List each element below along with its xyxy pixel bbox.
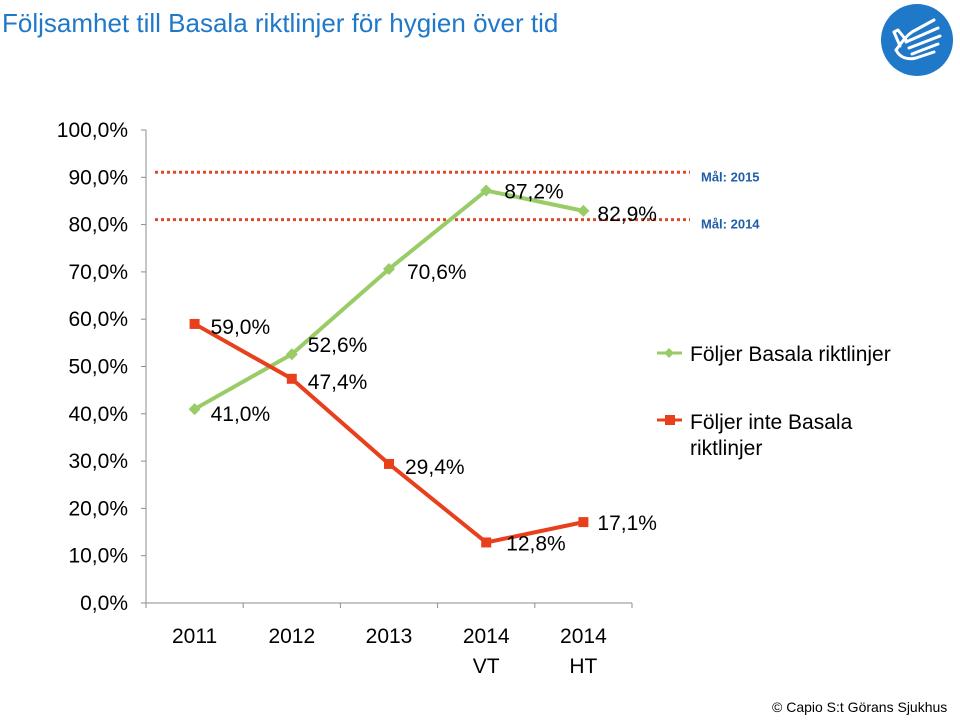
- x-tick-label: VT: [473, 655, 500, 678]
- legend-label: Följer Basala riktlinjer: [690, 343, 891, 366]
- y-tick-label: 80,0%: [68, 214, 128, 237]
- x-tick-label: HT: [569, 655, 597, 678]
- data-label: 12,8%: [506, 532, 566, 555]
- data-point: [384, 458, 394, 469]
- series-line: [193, 188, 584, 411]
- y-tick-label: 30,0%: [68, 450, 128, 473]
- x-tick-label: 2013: [366, 625, 413, 648]
- y-tick-label: 0,0%: [80, 592, 128, 615]
- legend-marker: [665, 415, 675, 425]
- data-label: 47,4%: [308, 371, 368, 394]
- x-tick-label: 2014: [463, 625, 510, 648]
- y-tick-label: 100,0%: [57, 119, 128, 142]
- data-label: 59,0%: [211, 316, 271, 339]
- data-point: [383, 263, 395, 276]
- data-label: 17,1%: [597, 512, 657, 535]
- x-tick-label: 2011: [172, 625, 217, 648]
- y-tick-label: 10,0%: [68, 545, 128, 568]
- data-label: 87,2%: [504, 181, 564, 204]
- y-tick-label: 90,0%: [68, 166, 128, 189]
- legend-label: Följer inte Basala riktlinjer: [690, 411, 853, 460]
- data-label: 70,6%: [407, 261, 467, 284]
- y-tick-label: 60,0%: [68, 308, 128, 331]
- data-point: [286, 373, 297, 384]
- y-tick-label: 50,0%: [68, 356, 128, 379]
- x-tick-label: 2012: [268, 625, 315, 648]
- data-point: [577, 204, 590, 217]
- data-label: 41,0%: [211, 403, 271, 426]
- legend-marker: [664, 348, 674, 358]
- data-point: [480, 184, 493, 197]
- data-point: [481, 537, 492, 548]
- series-line: [193, 322, 584, 545]
- data-label: 82,9%: [597, 203, 657, 226]
- data-point: [188, 403, 201, 416]
- data-point: [189, 318, 200, 329]
- y-tick-label: 20,0%: [68, 497, 128, 520]
- x-tick-label: 2014: [560, 625, 607, 648]
- chart-title: Följsamhet till Basala riktlinjer för hy…: [2, 8, 559, 38]
- hand-logo-icon: [881, 4, 953, 76]
- data-point: [578, 517, 589, 528]
- data-point: [285, 348, 298, 361]
- y-tick-label: 70,0%: [68, 261, 128, 284]
- y-tick-label: 40,0%: [68, 403, 128, 426]
- copyright-footer: © Capio S:t Görans Sjukhus: [772, 699, 948, 715]
- target-label: Mål: 2015: [701, 169, 760, 184]
- data-label: 29,4%: [405, 456, 465, 479]
- target-label: Mål: 2014: [701, 217, 760, 232]
- data-label: 52,6%: [308, 334, 368, 357]
